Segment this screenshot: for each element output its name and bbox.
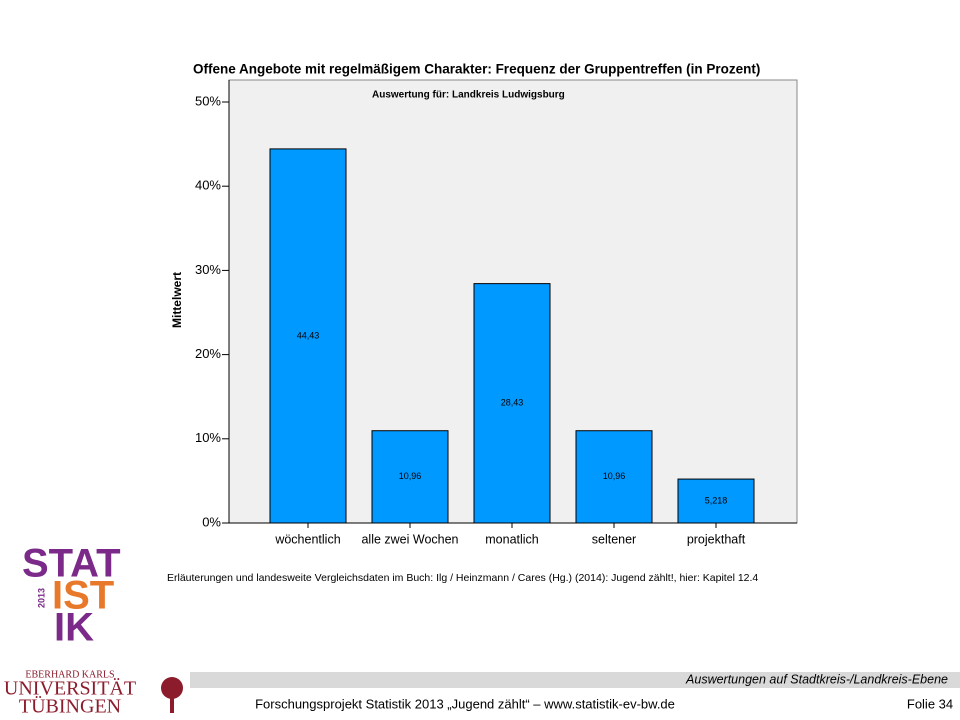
x-tick-label: monatlich: [485, 532, 539, 546]
bar: [371, 430, 449, 524]
footer-slide: Folie 34: [907, 696, 953, 711]
bar: [269, 148, 347, 524]
y-tick-label: 10%: [195, 430, 221, 445]
x-tick-label: projekthaft: [687, 532, 746, 546]
bar: [473, 283, 551, 524]
x-tick-label: seltener: [592, 532, 636, 546]
value-label: 28,43: [501, 398, 524, 408]
bar: [575, 430, 653, 524]
y-tick-label: 40%: [195, 178, 221, 193]
footer-project: Forschungsprojekt Statistik 2013 „Jugend…: [255, 696, 675, 711]
chart-title: Offene Angebote mit regelmäßigem Charakt…: [193, 62, 760, 77]
value-label: 44,43: [297, 330, 320, 340]
value-label: 5,218: [705, 495, 728, 505]
logo-text: STAT: [22, 542, 121, 586]
y-tick-label: 0%: [202, 514, 221, 529]
y-tick-label: 30%: [195, 262, 221, 277]
footer-section: Auswertungen auf Stadtkreis-/Landkreis-E…: [685, 672, 948, 686]
logo-year: 2013: [36, 588, 46, 608]
x-tick-label: wöchentlich: [274, 532, 340, 546]
university-emblem: [161, 677, 183, 713]
university-text: UNIVERSITÄT: [4, 677, 136, 700]
logo-text: IK: [54, 606, 94, 650]
chart-subtitle: Auswertung für: Landkreis Ludwigsburg: [372, 90, 565, 101]
footer-bar: [190, 672, 960, 688]
university-text: TÜBINGEN: [19, 695, 121, 718]
x-tick-label: alle zwei Wochen: [361, 532, 458, 546]
value-label: 10,96: [603, 471, 626, 481]
y-tick-label: 20%: [195, 346, 221, 361]
y-tick-label: 50%: [195, 93, 221, 108]
footnote: Erläuterungen und landesweite Vergleichs…: [167, 572, 758, 584]
logo-text: IST: [52, 574, 114, 618]
y-axis-label: Mittelwert: [170, 272, 184, 328]
university-text: EBERHARD KARLS: [25, 669, 114, 680]
bar: [677, 478, 755, 524]
value-label: 10,96: [399, 471, 422, 481]
